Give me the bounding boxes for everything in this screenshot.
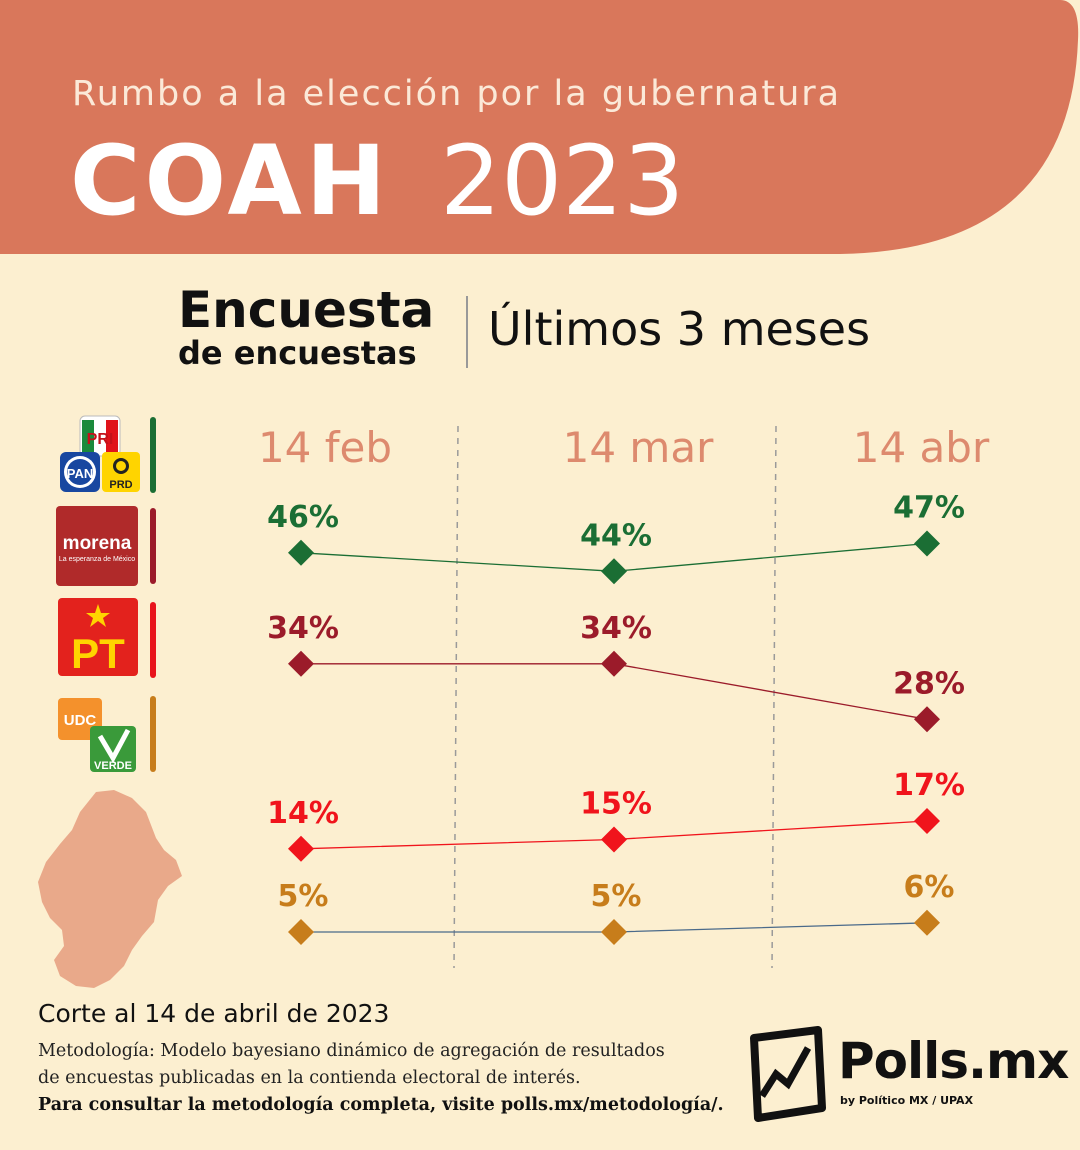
data-label: 44% (580, 518, 652, 553)
data-label: 6% (904, 870, 955, 905)
data-point (288, 650, 314, 677)
data-point (288, 539, 314, 566)
x-tick-label: 14 mar (563, 423, 714, 472)
header-subtitle: Rumbo a la elección por la gubernatura (72, 74, 842, 114)
data-label: 15% (580, 787, 652, 822)
polls-mx-icon (750, 1026, 826, 1122)
party-bar-udc-verde (150, 696, 156, 772)
data-label: 47% (893, 491, 965, 526)
logo-name: Polls.mx (838, 1032, 1069, 1090)
header-banner: Rumbo a la elección por la gubernatura C… (0, 0, 1080, 260)
data-point (914, 808, 940, 834)
methodology-link[interactable]: Para consultar la metodología completa, … (38, 1095, 724, 1115)
data-point (601, 919, 627, 945)
polls-mx-logo[interactable]: Polls.mx by Político MX / UPAX (748, 1026, 1069, 1126)
cutoff-date: Corte al 14 de abril de 2023 (38, 999, 390, 1028)
verde-logo-text: VERDE (94, 760, 132, 772)
data-point (914, 530, 940, 557)
x-tick-label: 14 abr (853, 423, 990, 472)
heading-divider (466, 296, 468, 368)
party-logo-pt: PT (58, 598, 138, 677)
methodology-line: Metodología: Modelo bayesiano dinámico d… (38, 1041, 665, 1061)
party-bar-pri-pan-prd (150, 417, 156, 493)
data-point (601, 558, 627, 585)
header-state: COAH (70, 125, 391, 237)
data-point (601, 826, 627, 853)
banner-shape (0, 0, 1079, 254)
party-logo-pri-pan-prd: PRI PAN PRD (58, 414, 142, 494)
data-label: 5% (591, 879, 642, 914)
data-label: 5% (278, 879, 329, 914)
data-point (601, 650, 627, 677)
line-chart: 14 feb 14 mar 14 abr 46% 44% 47% 34% 34% 28% 14%… (258, 423, 990, 969)
header-year: 2023 (440, 125, 685, 237)
party-bar-pt (150, 602, 156, 678)
methodology-note: Metodología: Modelo bayesiano dinámico d… (38, 1038, 738, 1119)
data-label: 14% (267, 796, 339, 831)
udc-logo-text: UDC (64, 712, 97, 729)
survey-period: Últimos 3 meses (488, 302, 871, 356)
x-tick-label: 14 feb (258, 423, 392, 472)
party-logo-udc-verde: UDC VERDE (58, 696, 138, 774)
data-point (914, 909, 940, 936)
morena-tagline: La esperanza de México (59, 556, 135, 563)
data-point (288, 835, 314, 862)
party-bar-morena (150, 508, 156, 584)
date-separator (453, 425, 459, 969)
logo-byline: by Político MX / UPAX (840, 1094, 974, 1107)
data-label: 17% (893, 768, 965, 803)
pri-logo-text: PRI (87, 431, 114, 448)
survey-subtitle: de encuestas (178, 334, 417, 372)
prd-logo-text: PRD (109, 479, 132, 491)
data-label: 34% (580, 611, 652, 646)
data-label: 34% (267, 611, 339, 646)
date-separator (771, 425, 777, 969)
data-label: 28% (893, 666, 965, 701)
party-logo-morena: morena La esperanza de México (56, 506, 138, 586)
methodology-line: de encuestas publicadas en la contienda … (38, 1068, 581, 1088)
morena-logo-text: morena (63, 533, 132, 554)
survey-title: Encuesta (178, 281, 435, 339)
pt-logo-text: PT (71, 630, 125, 676)
data-point (914, 706, 940, 733)
data-point (288, 919, 314, 945)
data-label: 46% (267, 500, 339, 535)
coahuila-map (36, 790, 186, 990)
pan-logo-text: PAN (67, 466, 93, 481)
